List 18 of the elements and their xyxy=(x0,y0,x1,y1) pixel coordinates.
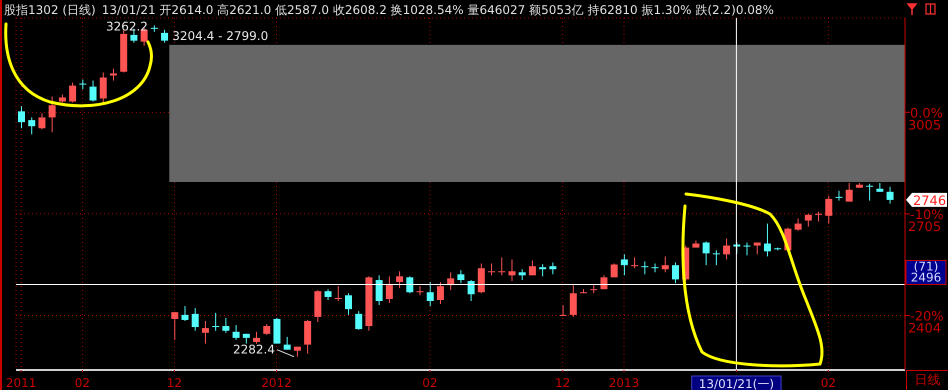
ref-line-label: (71) 2496 xyxy=(910,259,942,284)
x-tick-label: 13/01/21(一) xyxy=(698,377,774,390)
x-tick-label: 12 xyxy=(166,376,182,390)
x-axis-title: 日线 xyxy=(906,370,948,390)
x-tick-label: 2013 xyxy=(608,376,640,390)
chart-subtitle: 13/01/21 开2614.0 高2621.0 低2587.0 收2608.2 换1028.54% 量646027 额5053亿 持62810 振1.30% 跌(2.2)0.08% xyxy=(102,2,774,19)
x-tick-label: 02 xyxy=(820,376,836,390)
x-tick-label: 02 xyxy=(422,376,438,390)
annotation: 2282.4 xyxy=(233,342,276,357)
text: 2746 xyxy=(913,194,946,209)
x-tick-label: 12 xyxy=(555,376,570,390)
y-tick-label: 2404 xyxy=(908,322,942,337)
annotation: 3262.2 xyxy=(106,19,148,34)
x-tick-label: 02 xyxy=(74,376,90,390)
band-label: 3204.4 - 2799.0 xyxy=(172,28,268,43)
x-tick-label: 2012 xyxy=(261,376,292,390)
chart-title: 股指1302 (日线) xyxy=(4,2,96,19)
x-tick-label: 2011 xyxy=(6,376,36,390)
